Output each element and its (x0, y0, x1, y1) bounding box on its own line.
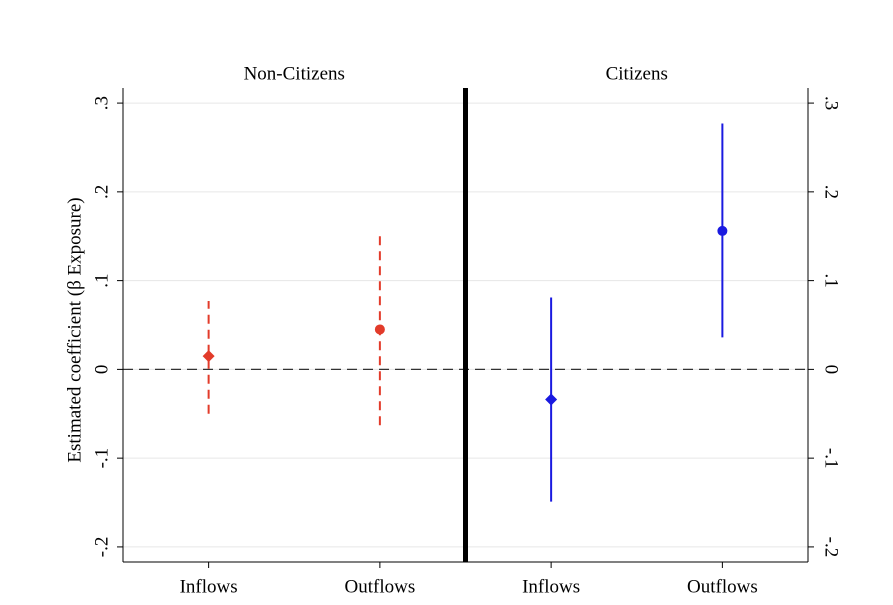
y2-tick-label: .1 (821, 273, 842, 287)
point-circle (717, 225, 728, 236)
y2-tick-label: -.1 (821, 448, 842, 469)
x-tick-label: Outflows (345, 576, 416, 597)
y-tick-label: .2 (91, 185, 112, 199)
y-tick-label: -.2 (91, 537, 112, 558)
x-tick-label: Outflows (687, 576, 758, 597)
y2-tick-label: .3 (821, 96, 842, 110)
y2-tick-label: 0 (821, 365, 842, 375)
x-tick-label: Inflows (180, 576, 238, 597)
point-diamond (202, 350, 215, 363)
y2-tick-label: .2 (821, 185, 842, 199)
y2-tick-label: -.2 (821, 537, 842, 558)
point-diamond (545, 393, 558, 406)
panel-title: Non-Citizens (244, 63, 345, 84)
y-tick-label: .1 (91, 273, 112, 287)
y-tick-label: -.1 (91, 448, 112, 469)
y-tick-label: .3 (91, 96, 112, 110)
point-circle (374, 324, 385, 335)
y-tick-label: 0 (91, 365, 112, 375)
y-axis-label: Estimated coefficient (β Exposure) (64, 197, 85, 462)
x-tick-label: Inflows (522, 576, 580, 597)
panel-title: Citizens (606, 63, 668, 84)
